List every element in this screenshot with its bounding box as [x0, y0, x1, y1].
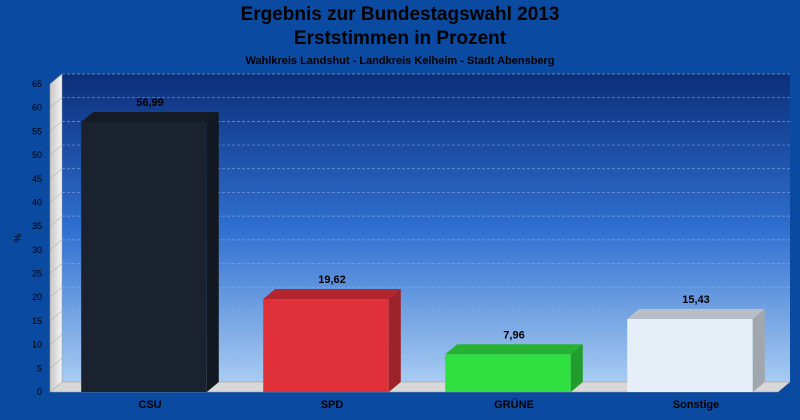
bar-side: [752, 308, 765, 392]
bar-csu: [81, 111, 219, 392]
bar-value-label: 7,96: [503, 329, 524, 341]
y-axis-label: %: [13, 233, 24, 242]
bar-top: [445, 344, 583, 355]
y-tick-label: 40: [32, 197, 42, 207]
gridline-wall: [49, 121, 63, 132]
y-tick-label: 0: [37, 387, 42, 397]
gridline-wall: [49, 168, 63, 179]
chart-title: Ergebnis zur Bundestagswahl 2013: [240, 4, 560, 25]
x-tick-label: SPD: [321, 399, 344, 411]
y-tick-label: 65: [32, 79, 42, 89]
bar-top: [263, 289, 401, 300]
gridline-wall: [49, 310, 63, 322]
bar-value-label: 56,99: [136, 97, 164, 109]
gridline-wall: [49, 263, 63, 274]
gridline-wall: [49, 97, 63, 108]
gridline-wall: [49, 73, 63, 85]
bar-side: [570, 344, 583, 392]
y-tick-label: 30: [32, 245, 42, 255]
chart-title-line2: Erststimmen in Prozent: [293, 28, 507, 49]
gridline-wall: [49, 334, 63, 345]
bar-side: [388, 289, 401, 392]
bar-value-label: 15,43: [682, 294, 710, 306]
bar-side: [206, 111, 219, 392]
bar-value-label: 19,62: [318, 274, 346, 286]
gridline-wall: [49, 239, 63, 251]
y-tick-label: 5: [37, 363, 42, 373]
gridline-wall: [49, 144, 63, 156]
y-tick-label: 25: [32, 269, 42, 279]
gridline-wall: [49, 192, 63, 203]
y-tick-label: 45: [32, 174, 42, 184]
bar-gr-ne: [445, 344, 583, 392]
bar-front: [263, 299, 389, 392]
x-tick-label: GRÜNE: [494, 398, 534, 411]
bar-top: [627, 308, 765, 319]
bar-spd: [263, 289, 401, 392]
y-tick-label: 55: [32, 126, 42, 136]
y-tick-label: 50: [32, 150, 42, 160]
chart-subtitle: Wahlkreis Landshut - Landkreis Kelheim -…: [245, 55, 555, 67]
bar-front: [81, 121, 207, 392]
bar-sonstige: [627, 308, 765, 392]
plot-left-wall: [49, 73, 63, 393]
gridline-wall: [49, 358, 63, 369]
gridline-wall: [49, 287, 63, 298]
x-tick-label: CSU: [138, 399, 161, 411]
x-tick-label: Sonstige: [673, 399, 719, 411]
y-tick-label: 15: [32, 316, 42, 326]
bar-top: [81, 111, 219, 122]
bar-front: [627, 318, 753, 392]
gridline-wall: [49, 215, 63, 227]
y-tick-label: 10: [32, 340, 42, 350]
bar-front: [445, 354, 571, 392]
y-tick-label: 35: [32, 221, 42, 231]
y-tick-label: 20: [32, 292, 42, 302]
y-tick-label: 60: [32, 103, 42, 113]
